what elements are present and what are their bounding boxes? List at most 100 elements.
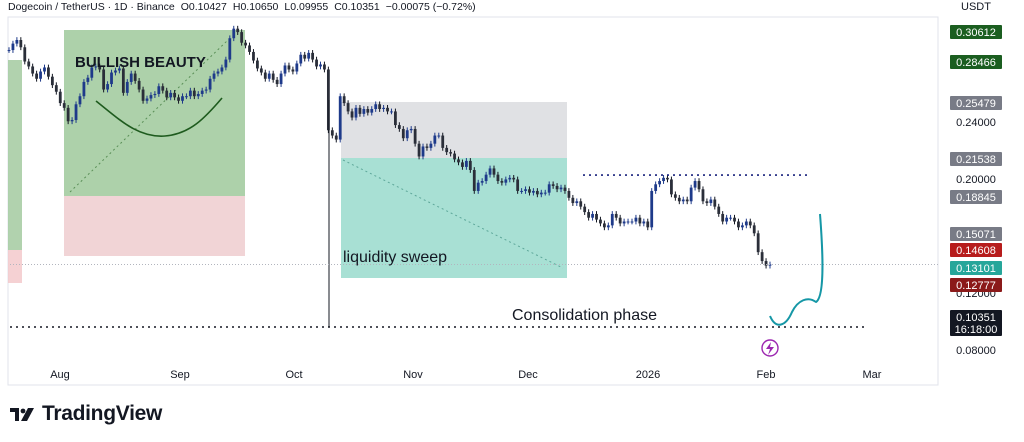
candle-body: [453, 153, 456, 160]
x-axis-tick-label: Feb: [757, 369, 776, 381]
candle-body: [177, 97, 180, 101]
symbol-header: Dogecoin / TetherUS · 1D · Binance O0.10…: [8, 1, 476, 13]
candle: [532, 188, 535, 196]
candle-body: [610, 213, 614, 226]
candle: [476, 179, 480, 194]
candle-body: [563, 187, 567, 191]
candle: [472, 167, 476, 194]
candle-body: [173, 92, 177, 98]
candle: [595, 211, 598, 223]
candle: [157, 83, 161, 97]
candle-body: [528, 189, 531, 193]
candle-body: [721, 213, 725, 222]
symbol-name[interactable]: Dogecoin / TetherUS · 1D · Binance: [8, 1, 175, 13]
candle-body: [240, 32, 244, 43]
candle-body: [47, 67, 50, 77]
bullish-zone: [64, 30, 245, 196]
candle-body: [271, 73, 275, 80]
candle-body: [654, 184, 658, 191]
candle: [165, 87, 169, 101]
candle: [433, 132, 437, 147]
candle: [169, 90, 173, 101]
candle: [602, 220, 606, 231]
candle-body: [670, 179, 673, 195]
price-label-text: 0.21538: [956, 154, 996, 166]
candle: [756, 230, 760, 256]
candle: [543, 189, 547, 196]
candle: [610, 211, 614, 229]
candle: [429, 140, 433, 151]
candle-body: [614, 213, 618, 218]
candle-body: [283, 65, 287, 74]
candle-body: [291, 69, 295, 72]
candle: [685, 196, 689, 205]
candle-body: [98, 66, 102, 70]
candle-body: [94, 66, 98, 68]
candle-body: [110, 72, 113, 85]
bullish-trend-line: [69, 39, 229, 193]
candle-body: [188, 90, 192, 97]
candle: [409, 126, 413, 134]
candle: [658, 178, 661, 188]
candle-body: [752, 225, 756, 234]
candle-body: [102, 69, 106, 90]
candle: [133, 70, 137, 84]
price-label-box: [950, 152, 1002, 166]
candle-body: [208, 78, 212, 90]
last-price-value: 0.10351: [956, 312, 996, 324]
candle: [248, 42, 251, 55]
candle-body: [602, 223, 606, 228]
x-axis-tick-label: Aug: [50, 369, 70, 381]
candle: [697, 178, 701, 193]
candle-body: [401, 128, 405, 139]
candle: [196, 91, 200, 100]
candle: [737, 218, 740, 231]
candle: [591, 211, 594, 221]
candle-body: [248, 45, 251, 52]
candle: [461, 159, 464, 170]
tradingview-logo[interactable]: TradingView: [10, 402, 162, 426]
candle-body: [35, 73, 39, 79]
candle-body: [346, 103, 350, 112]
candle: [334, 132, 338, 143]
candle: [551, 181, 555, 189]
candle-body: [413, 128, 417, 144]
candle-body: [457, 159, 460, 163]
candle: [721, 211, 725, 225]
candle-body: [23, 47, 27, 62]
candle: [279, 70, 283, 87]
candle-body: [595, 213, 598, 220]
candle-body: [693, 181, 697, 188]
candle-body: [62, 103, 66, 108]
candle-body: [366, 109, 370, 113]
candle-body: [697, 181, 701, 190]
candle: [82, 79, 86, 100]
candle-body: [204, 89, 208, 91]
candle: [188, 87, 192, 100]
candle: [713, 196, 717, 210]
candle: [326, 66, 330, 134]
candle-body: [295, 63, 299, 72]
candle-body: [54, 85, 58, 92]
candle-body: [650, 190, 654, 228]
price-label-box: [950, 25, 1002, 39]
candle: [512, 174, 516, 183]
annotation-consolidation: Consolidation phase: [512, 307, 657, 324]
candle-body: [733, 217, 736, 222]
candle: [618, 214, 622, 227]
candle-body: [579, 201, 583, 207]
candle-body: [181, 96, 184, 101]
candle-body: [480, 181, 484, 183]
high-value: H0.10650: [232, 1, 279, 13]
candle: [236, 25, 240, 35]
candle-body: [591, 213, 594, 218]
candle: [449, 149, 453, 157]
x-axis-tick-label: Dec: [518, 369, 538, 381]
price-label: 0.30612: [950, 25, 1002, 39]
candle: [437, 132, 441, 139]
candle-body: [129, 73, 133, 82]
candle: [295, 60, 299, 75]
candle-body: [587, 212, 591, 218]
